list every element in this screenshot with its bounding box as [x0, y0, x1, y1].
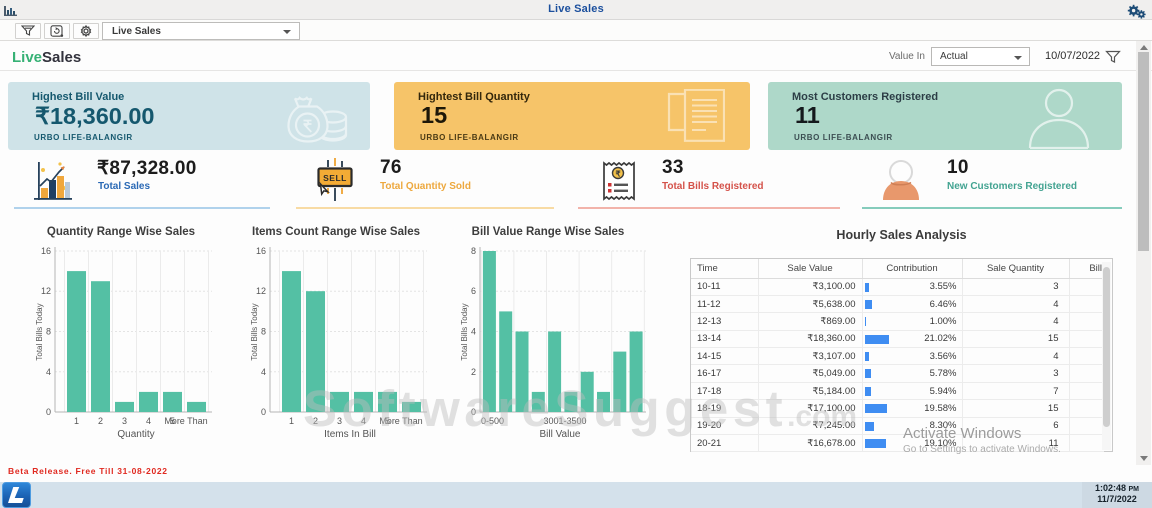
svg-text:More Than: More Than [379, 416, 422, 426]
svg-text:3: 3 [122, 416, 127, 426]
svg-text:5: 5 [170, 416, 175, 426]
svg-text:Total Bills Today: Total Bills Today [460, 303, 469, 360]
svg-text:4: 4 [361, 416, 366, 426]
svg-text:16: 16 [256, 246, 266, 256]
svg-text:Total Bills Today: Total Bills Today [250, 303, 259, 360]
svg-text:12: 12 [256, 286, 266, 296]
svg-text:8: 8 [471, 246, 476, 256]
svg-text:Bill Value Range Wise Sales: Bill Value Range Wise Sales [472, 226, 625, 238]
svg-text:₹: ₹ [615, 170, 620, 179]
svg-text:2: 2 [471, 367, 476, 377]
svg-text:4: 4 [46, 367, 51, 377]
svg-text:16: 16 [41, 246, 51, 256]
svg-text:1: 1 [289, 416, 294, 426]
svg-text:0: 0 [261, 407, 266, 417]
svg-text:12: 12 [41, 286, 51, 296]
svg-text:2: 2 [313, 416, 318, 426]
svg-text:Bill Value: Bill Value [540, 429, 581, 440]
svg-text:0: 0 [471, 407, 476, 417]
svg-text:3001-3500: 3001-3500 [543, 416, 586, 426]
svg-text:0-500: 0-500 [481, 416, 504, 426]
svg-text:Total Bills Today: Total Bills Today [35, 303, 44, 360]
svg-text:6: 6 [471, 286, 476, 296]
svg-text:More Than: More Than [164, 416, 207, 426]
svg-text:SELL: SELL [323, 173, 347, 183]
svg-text:1: 1 [74, 416, 79, 426]
svg-text:2: 2 [98, 416, 103, 426]
svg-text:8: 8 [261, 327, 266, 337]
svg-text:4: 4 [471, 327, 476, 337]
svg-text:Quantity: Quantity [117, 429, 154, 440]
svg-text:4: 4 [146, 416, 151, 426]
svg-text:5: 5 [385, 416, 390, 426]
svg-text:0: 0 [46, 407, 51, 417]
svg-text:8: 8 [46, 327, 51, 337]
svg-text:4: 4 [261, 367, 266, 377]
svg-text:3: 3 [337, 416, 342, 426]
svg-text:Items Count Range Wise Sales: Items Count Range Wise Sales [252, 226, 420, 238]
svg-text:Quantity Range Wise Sales: Quantity Range Wise Sales [47, 226, 195, 238]
svg-text:Items In Bill: Items In Bill [324, 429, 376, 440]
